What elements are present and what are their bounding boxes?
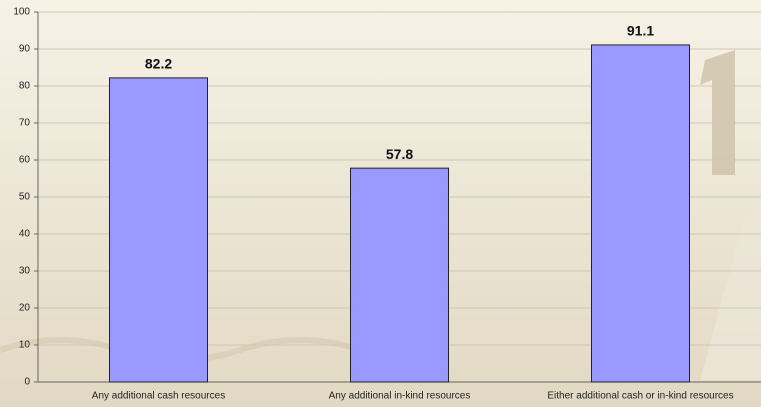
- y-tick-label: 60: [19, 155, 31, 166]
- y-tick-label: 100: [13, 7, 30, 18]
- x-tick-label: Any additional cash resources: [92, 391, 225, 402]
- y-tick-label: 40: [19, 229, 31, 240]
- decoration: [700, 215, 761, 380]
- decoration: [700, 50, 735, 175]
- value-label: 57.8: [386, 146, 413, 162]
- value-label: 91.1: [627, 23, 654, 39]
- y-tick-label: 80: [19, 81, 31, 92]
- y-tick-label: 10: [19, 340, 31, 351]
- x-tick-label: Any additional in-kind resources: [329, 391, 471, 402]
- y-tick-label: 70: [19, 118, 31, 129]
- value-label: 82.2: [145, 56, 172, 72]
- y-tick-label: 20: [19, 303, 31, 314]
- bar: [109, 77, 208, 383]
- y-tick-label: 0: [24, 377, 30, 388]
- bar: [591, 44, 690, 383]
- y-tick-label: 50: [19, 192, 31, 203]
- y-tick-label: 30: [19, 266, 31, 277]
- bar: [350, 167, 449, 383]
- x-tick-label: Either additional cash or in-kind resour…: [547, 391, 733, 402]
- y-tick-label: 90: [19, 44, 31, 55]
